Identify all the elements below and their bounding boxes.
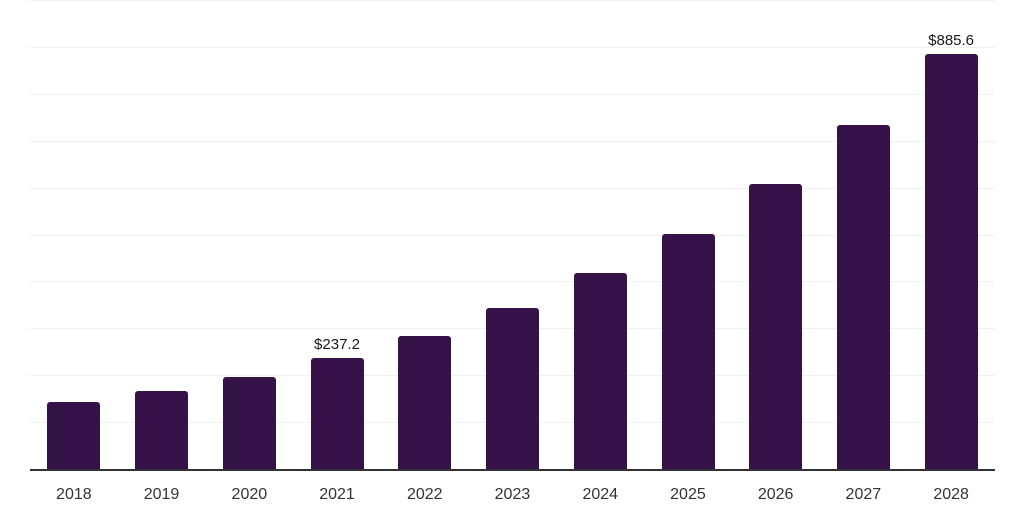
x-axis: 2018 2019 2020 2021 2022 2023 2024 2025 2026 2027… bbox=[30, 483, 995, 507]
x-tick-2020: 2020 bbox=[231, 486, 268, 503]
gridline bbox=[30, 47, 995, 48]
x-tick-2021: 2021 bbox=[319, 486, 355, 503]
gridline bbox=[30, 281, 995, 282]
bar-2025 bbox=[661, 234, 715, 469]
plot-area: $237.2 $885.6 bbox=[30, 0, 995, 471]
x-tick-2025: 2025 bbox=[670, 486, 706, 503]
data-label-2021: $237.2 bbox=[314, 336, 360, 353]
gridline bbox=[30, 0, 995, 1]
bar-2022 bbox=[398, 336, 452, 469]
x-tick-2018: 2018 bbox=[56, 486, 92, 503]
gridline bbox=[30, 235, 995, 236]
bar-2028 bbox=[924, 54, 978, 469]
bar-2019 bbox=[135, 391, 189, 469]
x-tick-2023: 2023 bbox=[494, 486, 531, 503]
gridline bbox=[30, 188, 995, 189]
x-tick-2028: 2028 bbox=[933, 486, 969, 503]
x-tick-2022: 2022 bbox=[406, 486, 443, 503]
bar-2021 bbox=[310, 358, 364, 469]
bar-2027 bbox=[836, 125, 890, 469]
bar-2018 bbox=[47, 402, 101, 469]
gridline bbox=[30, 94, 995, 95]
bar-2020 bbox=[222, 377, 276, 469]
x-axis-line bbox=[30, 469, 995, 471]
bar-2023 bbox=[486, 308, 539, 469]
x-tick-2027: 2027 bbox=[845, 486, 882, 503]
gridline bbox=[30, 141, 995, 142]
bar-2026 bbox=[749, 184, 803, 469]
data-label-2028: $885.6 bbox=[928, 32, 975, 49]
x-tick-2019: 2019 bbox=[143, 486, 180, 503]
bar-2024 bbox=[573, 273, 627, 469]
x-tick-2024: 2024 bbox=[582, 486, 619, 503]
x-tick-2026: 2026 bbox=[757, 486, 794, 503]
